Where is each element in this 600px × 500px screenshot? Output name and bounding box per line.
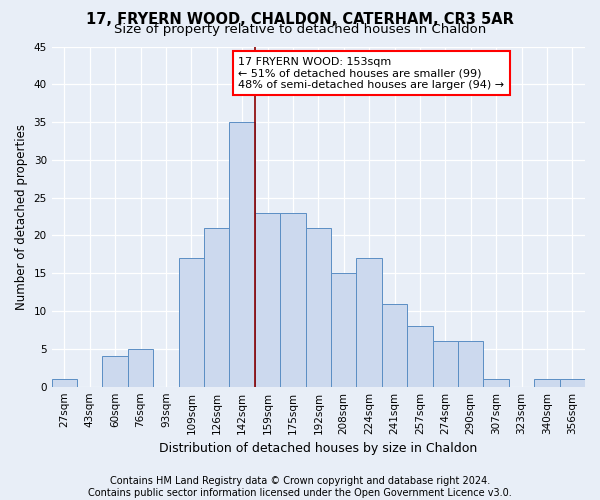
Text: 17, FRYERN WOOD, CHALDON, CATERHAM, CR3 5AR: 17, FRYERN WOOD, CHALDON, CATERHAM, CR3 … [86,12,514,28]
Bar [280,213,305,386]
Bar [433,342,458,386]
Bar [179,258,204,386]
Bar [305,228,331,386]
X-axis label: Distribution of detached houses by size in Chaldon: Distribution of detached houses by size … [159,442,478,455]
Bar [356,258,382,386]
Bar [331,274,356,386]
Bar [407,326,433,386]
Bar [382,304,407,386]
Y-axis label: Number of detached properties: Number of detached properties [15,124,28,310]
Text: Size of property relative to detached houses in Chaldon: Size of property relative to detached ho… [114,22,486,36]
Bar [458,342,484,386]
Text: 17 FRYERN WOOD: 153sqm
← 51% of detached houses are smaller (99)
48% of semi-det: 17 FRYERN WOOD: 153sqm ← 51% of detached… [238,56,505,90]
Bar [103,356,128,386]
Bar [204,228,229,386]
Bar [255,213,280,386]
Bar [229,122,255,386]
Bar [484,379,509,386]
Bar [128,349,153,387]
Text: Contains HM Land Registry data © Crown copyright and database right 2024.
Contai: Contains HM Land Registry data © Crown c… [88,476,512,498]
Bar [534,379,560,386]
Bar [52,379,77,386]
Bar [560,379,585,386]
